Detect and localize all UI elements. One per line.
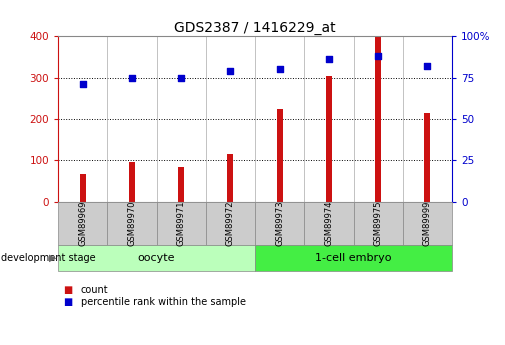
Text: percentile rank within the sample: percentile rank within the sample [81,297,246,307]
Bar [277,109,283,202]
Bar [375,37,381,202]
Point [423,63,431,69]
Text: GSM89999: GSM89999 [423,201,432,246]
Text: GSM89970: GSM89970 [127,201,136,246]
Text: development stage: development stage [1,253,95,263]
Text: 1-cell embryo: 1-cell embryo [315,253,392,263]
Text: count: count [81,285,109,295]
Text: GSM89975: GSM89975 [374,201,383,246]
Text: GSM89971: GSM89971 [177,201,186,246]
Title: GDS2387 / 1416229_at: GDS2387 / 1416229_at [174,21,336,35]
Point [79,81,87,87]
Point [226,68,234,74]
Point [325,57,333,62]
Text: ■: ■ [63,297,72,307]
Text: GSM89974: GSM89974 [324,201,333,246]
Bar [227,154,233,202]
Text: GSM89969: GSM89969 [78,201,87,246]
Point [276,67,284,72]
Text: ▶: ▶ [49,253,57,263]
Bar [326,76,332,202]
Bar [424,113,430,202]
Bar [129,162,135,202]
Bar [178,167,184,202]
Text: ■: ■ [63,285,72,295]
Point [374,53,382,59]
Text: oocyte: oocyte [138,253,175,263]
Text: GSM89973: GSM89973 [275,200,284,246]
Text: GSM89972: GSM89972 [226,201,235,246]
Point [177,75,185,80]
Point [128,75,136,80]
Bar [80,174,86,202]
